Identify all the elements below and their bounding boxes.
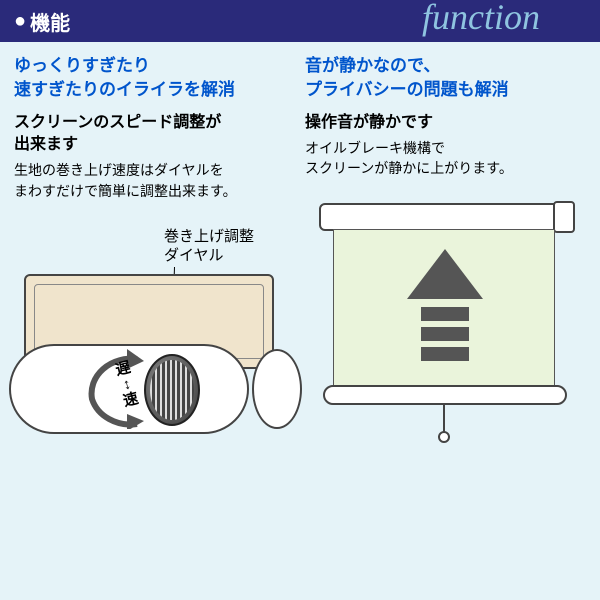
up-arrow-icon: [405, 249, 485, 374]
right-highlight-l2: プライバシーの問題も解消: [305, 80, 509, 99]
left-subhead: スクリーンのスピード調整が 出来ます: [14, 112, 295, 157]
left-body-l2: まわすだけで簡単に調整出来ます。: [14, 183, 237, 199]
left-highlight-l1: ゆっくりすぎたり: [14, 56, 150, 75]
dial-label: 巻き上げ調整 ダイヤル: [164, 227, 254, 266]
right-highlight: 音が静かなので、 プライバシーの問題も解消: [305, 54, 586, 102]
right-body-l1: オイルブレーキ機構で: [305, 140, 445, 156]
rail-endcap: [553, 201, 575, 233]
header-title-jp: 機能: [30, 7, 70, 36]
left-column: ゆっくりすぎたり 速すぎたりのイライラを解消 スクリーンのスピード調整が 出来ま…: [14, 54, 295, 479]
left-highlight: ゆっくりすぎたり 速すぎたりのイライラを解消: [14, 54, 295, 102]
left-body: 生地の巻き上げ速度はダイヤルを まわすだけで簡単に調整出来ます。: [14, 160, 295, 201]
left-highlight-l2: 速すぎたりのイライラを解消: [14, 80, 235, 99]
bottom-bar: [323, 385, 567, 405]
right-highlight-l1: 音が静かなので、: [305, 56, 440, 75]
left-subhead-l2: 出来ます: [14, 136, 78, 153]
dial-grooves: [150, 360, 194, 420]
top-rail: [319, 203, 569, 231]
header-bullet: ●: [14, 10, 26, 33]
right-column: 音が静かなので、 プライバシーの問題も解消 操作音が静かです オイルブレーキ機構…: [305, 54, 586, 479]
right-body: オイルブレーキ機構で スクリーンが静かに上がります。: [305, 138, 586, 179]
right-subhead: 操作音が静かです: [305, 112, 586, 134]
speed-dial: [144, 354, 200, 426]
right-illustration: [305, 189, 585, 449]
header-title-en: function: [422, 0, 540, 38]
pull-cord: [443, 403, 445, 433]
roller-endcap: [252, 349, 302, 429]
right-body-l2: スクリーンが静かに上がります。: [305, 160, 513, 176]
section-header: ● 機能 function: [0, 0, 600, 42]
pull-knob: [438, 431, 450, 443]
dial-label-l2: ダイヤル: [164, 247, 224, 264]
left-body-l1: 生地の巻き上げ速度はダイヤルを: [14, 162, 224, 178]
left-subhead-l1: スクリーンのスピード調整が: [14, 114, 221, 131]
left-illustration: 巻き上げ調整 ダイヤル 遅 ↕ 速: [14, 219, 284, 479]
dial-label-l1: 巻き上げ調整: [164, 228, 254, 245]
content-columns: ゆっくりすぎたり 速すぎたりのイライラを解消 スクリーンのスピード調整が 出来ま…: [0, 42, 600, 491]
